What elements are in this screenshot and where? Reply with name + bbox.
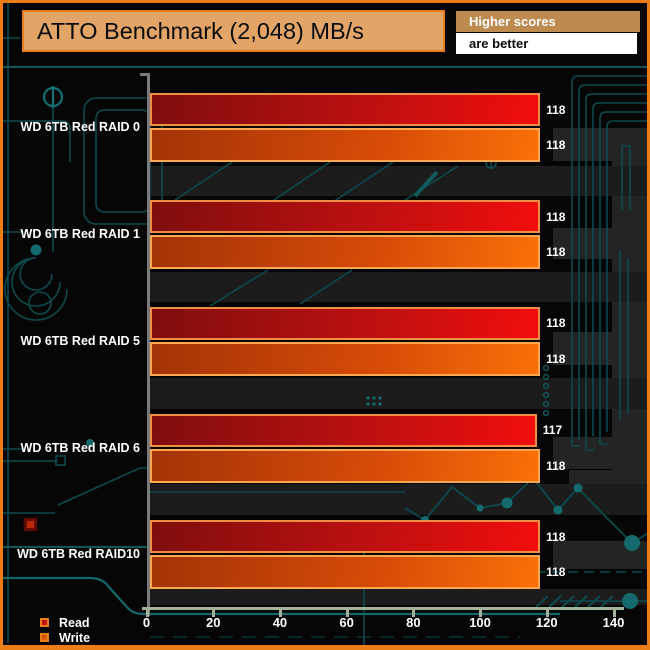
value-label: 118	[546, 316, 566, 330]
read-legend-swatch	[40, 618, 49, 627]
legend-label: Write	[59, 630, 91, 645]
read-bar	[150, 200, 541, 233]
x-tick-label: 80	[406, 615, 421, 630]
read-bar	[150, 306, 541, 340]
category-label: WD 6TB Red RAID 1	[20, 227, 140, 241]
write-bar	[150, 448, 541, 483]
x-tick-label: 40	[272, 615, 288, 630]
category-label: WD 6TB Red RAID10	[17, 547, 140, 561]
value-label: 118	[546, 565, 566, 579]
write-bar	[150, 555, 541, 589]
x-tick-label: 20	[205, 615, 221, 630]
x-axis-tick	[479, 610, 483, 617]
chart-title: ATTO Benchmark (2,048) MB/s	[22, 10, 445, 52]
value-label: 118	[546, 351, 566, 366]
y-axis-line	[147, 73, 150, 616]
x-tick-label: 60	[339, 615, 354, 630]
write-legend-swatch	[40, 633, 49, 642]
circuit-traces	[3, 3, 647, 645]
x-tick-label: 100	[469, 615, 491, 630]
legend-item: Write	[40, 630, 90, 645]
x-axis-tick	[412, 610, 416, 617]
write-bar	[150, 341, 541, 376]
legend-label: Read	[59, 615, 90, 630]
note-higher-scores: Higher scores	[456, 11, 640, 32]
x-axis-tick	[545, 610, 549, 617]
write-bar	[150, 128, 541, 162]
x-axis-tick	[612, 610, 616, 617]
value-label: 118	[546, 209, 566, 224]
value-label: 118	[546, 458, 566, 473]
category-label: WD 6TB Red RAID 6	[20, 440, 140, 455]
x-axis-tick	[278, 610, 282, 617]
via-column	[542, 364, 550, 417]
value-label: 118	[546, 102, 566, 117]
read-bar	[150, 413, 537, 447]
note-are-better: are better	[456, 33, 637, 54]
x-axis-tick	[212, 610, 216, 617]
x-axis-tick	[345, 610, 349, 617]
x-tick-label: 120	[535, 615, 558, 630]
x-tick-label: 140	[602, 615, 625, 630]
y-axis-hook	[140, 73, 150, 76]
category-label: WD 6TB Red RAID 5	[20, 333, 140, 348]
row-stripes	[149, 166, 647, 605]
red-pad	[23, 517, 38, 532]
x-axis-tick	[145, 610, 149, 617]
value-label: 118	[546, 529, 566, 544]
x-tick-label: 0	[142, 615, 151, 630]
value-label: 117	[542, 423, 563, 437]
read-bar	[150, 93, 541, 126]
category-label: WD 6TB Red RAID 0	[20, 120, 140, 134]
value-label: 118	[546, 138, 566, 152]
circuit-vias	[30, 244, 640, 609]
write-bar	[150, 235, 541, 269]
value-label: 118	[546, 245, 566, 259]
legend: Read Write	[40, 615, 90, 645]
legend-item: Read	[40, 615, 90, 630]
read-bar	[150, 520, 541, 553]
x-axis-line	[142, 607, 624, 610]
